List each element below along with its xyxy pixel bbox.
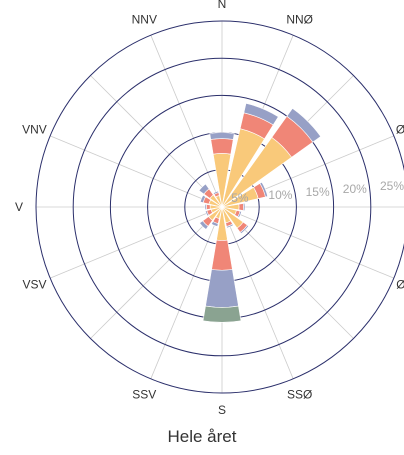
- ring-labels: 5% 10% 15% 20% 25%: [231, 179, 404, 205]
- bar-SSV-s2: [210, 221, 219, 227]
- bar-SV-s2: [199, 220, 209, 230]
- bar-SSØ-s2: [226, 223, 234, 229]
- direction-label-NNØ: NNØ: [286, 12, 313, 26]
- direction-label-V: V: [15, 200, 23, 214]
- ring-4: [72, 57, 372, 357]
- ring-label-2: 10%: [268, 188, 292, 202]
- direction-label-N: N: [218, 0, 227, 11]
- bar-S-s2: [205, 269, 239, 308]
- spoke-VNV: [50, 135, 223, 208]
- direction-label-SSØ: SSØ: [287, 388, 312, 402]
- chart-bars: [198, 102, 322, 323]
- ring-5: [35, 20, 404, 394]
- bar-ØNØ-s2: [259, 181, 269, 198]
- bar-VNV-s2: [199, 194, 207, 203]
- direction-label-S: S: [218, 403, 226, 417]
- bar-S-s3: [202, 305, 242, 323]
- direction-label-NNV: NNV: [132, 12, 157, 26]
- spoke-NNV: [150, 35, 223, 208]
- ring-label-1: 5%: [231, 191, 249, 205]
- spoke-SV: [90, 206, 223, 339]
- bar-V-s2: [204, 203, 207, 211]
- spoke-VSV: [50, 206, 223, 279]
- bar-NNV-s2: [212, 190, 220, 195]
- bar-NNØ-s2: [243, 102, 279, 126]
- bar-N-s2: [209, 132, 235, 140]
- bar-NV-s2: [198, 183, 210, 195]
- direction-labels: N NNØ ØNØ ØSØ SSØ S SSV VSV V VNV NNV: [15, 0, 404, 417]
- chart-grid: [35, 20, 404, 394]
- bar-ØSØ-s2: [237, 210, 242, 219]
- spoke-SSØ: [221, 206, 294, 379]
- spoke-ØSØ: [221, 206, 394, 279]
- bar-Ø-s2: [242, 202, 246, 212]
- ring-label-4: 20%: [343, 182, 367, 196]
- bar-VSV-s2: [204, 210, 210, 217]
- bar-N-s1: [210, 138, 234, 155]
- bar-V-s1: [206, 204, 211, 210]
- direction-label-VSV: VSV: [22, 278, 46, 292]
- spoke-NV: [90, 75, 223, 208]
- wind-rose-chart: N NNØ ØNØ ØSØ SSØ S SSV VSV V VNV NNV 5% 10% 15% 20% 2…: [15, 0, 404, 417]
- ring-label-3: 15%: [306, 185, 330, 199]
- direction-label-ØNØ: ØNØ: [396, 122, 404, 136]
- direction-label-VNV: VNV: [22, 122, 47, 136]
- ring-label-5: 25%: [380, 179, 404, 193]
- bar-NØ-s2: [286, 107, 322, 143]
- spoke-SSV: [150, 206, 223, 379]
- chart-caption: Hele året: [167, 427, 237, 446]
- bar-S-s1: [211, 239, 233, 271]
- direction-label-ØSØ: ØSØ: [396, 278, 404, 292]
- direction-label-SSV: SSV: [132, 388, 156, 402]
- bar-SØ-s2: [239, 224, 250, 235]
